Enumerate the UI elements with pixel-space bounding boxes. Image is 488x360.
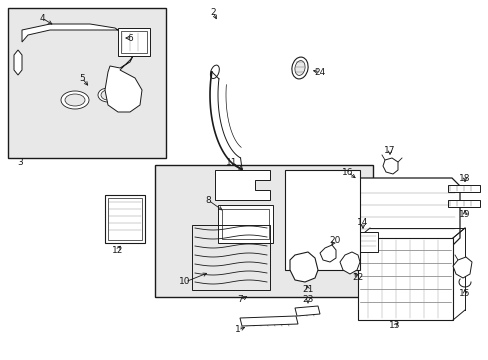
Ellipse shape: [101, 90, 115, 100]
Text: 23: 23: [302, 296, 313, 305]
Text: 9: 9: [306, 271, 312, 280]
Ellipse shape: [210, 65, 219, 78]
Text: 24: 24: [314, 68, 325, 77]
Polygon shape: [345, 178, 459, 246]
Polygon shape: [294, 306, 319, 316]
Text: 15: 15: [458, 289, 470, 298]
Polygon shape: [382, 158, 397, 174]
Text: 22: 22: [352, 274, 363, 283]
Ellipse shape: [98, 88, 118, 102]
Text: 10: 10: [179, 278, 190, 287]
Text: 16: 16: [342, 167, 353, 176]
Bar: [222, 209, 268, 239]
Text: 11: 11: [226, 158, 237, 166]
Text: 2: 2: [210, 8, 215, 17]
Bar: [447, 185, 479, 192]
Ellipse shape: [65, 94, 85, 106]
Bar: [118, 28, 150, 56]
Text: 3: 3: [17, 158, 23, 166]
Bar: [218, 205, 272, 243]
Ellipse shape: [296, 245, 310, 255]
Bar: [121, 31, 147, 53]
Text: 7: 7: [237, 296, 243, 305]
Bar: [357, 238, 452, 320]
Polygon shape: [14, 50, 22, 75]
Bar: [155, 165, 372, 297]
Bar: [447, 200, 479, 207]
Ellipse shape: [61, 91, 89, 109]
Text: 20: 20: [328, 235, 340, 244]
Polygon shape: [240, 316, 297, 326]
Polygon shape: [215, 170, 269, 200]
Polygon shape: [319, 245, 335, 262]
Text: 1: 1: [235, 325, 241, 334]
Ellipse shape: [228, 215, 261, 233]
Bar: [192, 225, 269, 290]
Text: 17: 17: [384, 145, 395, 154]
Ellipse shape: [291, 57, 307, 79]
Polygon shape: [452, 257, 471, 278]
Ellipse shape: [294, 60, 305, 76]
Text: 5: 5: [79, 73, 85, 82]
Polygon shape: [339, 252, 359, 274]
Bar: [105, 195, 145, 243]
Text: 6: 6: [127, 33, 133, 42]
Polygon shape: [22, 24, 142, 112]
Polygon shape: [289, 252, 317, 282]
Text: 13: 13: [388, 321, 400, 330]
Text: 8: 8: [204, 195, 210, 204]
Text: 19: 19: [458, 210, 470, 219]
Bar: [8, 8, 165, 158]
Text: 21: 21: [302, 285, 313, 294]
Text: 4: 4: [39, 14, 45, 23]
Text: 12: 12: [112, 246, 123, 255]
Bar: [108, 198, 142, 240]
Bar: [285, 170, 359, 270]
Text: 14: 14: [357, 217, 368, 226]
Text: 18: 18: [458, 174, 470, 183]
Bar: [349, 232, 377, 252]
